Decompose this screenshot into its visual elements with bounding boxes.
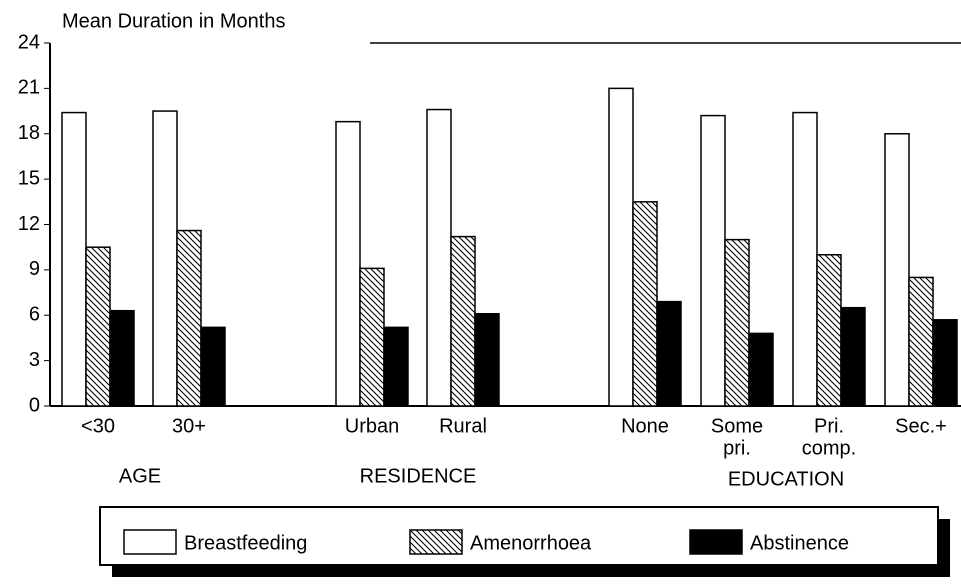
y-tick-label: 15 bbox=[18, 167, 40, 189]
bar bbox=[176, 229, 202, 407]
y-tick-label: 9 bbox=[29, 258, 40, 280]
group-label: RESIDENCE bbox=[360, 465, 477, 487]
bar bbox=[656, 300, 682, 407]
legend-swatch bbox=[409, 529, 463, 555]
x-tick-label: Pri. bbox=[814, 415, 844, 437]
legend-label: Breastfeeding bbox=[184, 532, 307, 554]
bar bbox=[724, 238, 750, 407]
bar bbox=[474, 312, 500, 407]
bar bbox=[85, 246, 111, 407]
bar bbox=[426, 108, 452, 407]
y-tick-label: 0 bbox=[29, 394, 40, 416]
y-tick-label: 24 bbox=[18, 31, 40, 53]
bar bbox=[632, 201, 658, 407]
group-label: AGE bbox=[119, 465, 161, 487]
x-tick-label: Urban bbox=[345, 415, 399, 437]
bar bbox=[932, 319, 958, 407]
x-tick-label: <30 bbox=[81, 415, 115, 437]
x-tick-label: comp. bbox=[802, 437, 856, 459]
y-tick-label: 21 bbox=[18, 77, 40, 99]
bar bbox=[109, 309, 135, 407]
bar bbox=[450, 235, 476, 407]
legend-swatch bbox=[689, 529, 743, 555]
bar bbox=[359, 267, 385, 407]
y-tick-label: 12 bbox=[18, 213, 40, 235]
bar bbox=[200, 326, 226, 407]
y-tick-label: 18 bbox=[18, 122, 40, 144]
x-tick-label: None bbox=[621, 415, 669, 437]
bar bbox=[61, 111, 87, 407]
y-axis-title: Mean Duration in Months bbox=[62, 10, 285, 32]
bar bbox=[908, 276, 934, 407]
bar bbox=[608, 87, 634, 407]
legend-swatch bbox=[123, 529, 177, 555]
x-tick-label: Sec.+ bbox=[895, 415, 947, 437]
bar bbox=[152, 110, 178, 407]
bar bbox=[335, 120, 361, 407]
bar bbox=[748, 332, 774, 407]
bar bbox=[792, 111, 818, 407]
legend bbox=[99, 506, 939, 566]
legend-label: Amenorrhoea bbox=[470, 532, 592, 554]
bar bbox=[816, 254, 842, 407]
x-tick-label: pri. bbox=[723, 437, 751, 459]
group-label: EDUCATION bbox=[728, 468, 844, 490]
bar bbox=[383, 326, 409, 407]
y-tick-label: 6 bbox=[29, 304, 40, 326]
bar bbox=[840, 306, 866, 407]
x-tick-label: Rural bbox=[439, 415, 487, 437]
x-tick-label: Some bbox=[711, 415, 763, 437]
y-tick-label: 3 bbox=[29, 349, 40, 371]
x-tick-label: 30+ bbox=[172, 415, 206, 437]
legend-label: Abstinence bbox=[750, 532, 849, 554]
bar bbox=[884, 133, 910, 407]
bar bbox=[700, 114, 726, 407]
